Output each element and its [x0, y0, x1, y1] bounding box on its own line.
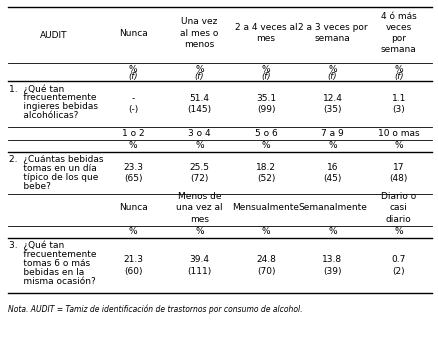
Text: 39.4
(111): 39.4 (111)	[187, 256, 212, 275]
Text: %: %	[328, 65, 337, 74]
Text: frecuentemente: frecuentemente	[9, 250, 96, 259]
Text: 13.8
(39): 13.8 (39)	[322, 256, 343, 275]
Text: 0.7
(2): 0.7 (2)	[392, 256, 406, 275]
Text: %: %	[195, 227, 204, 236]
Text: 7 a 9: 7 a 9	[321, 129, 344, 138]
Text: Diario o
casi
diario: Diario o casi diario	[381, 192, 417, 223]
Text: AUDIT: AUDIT	[40, 30, 68, 39]
Text: (f): (f)	[328, 71, 337, 81]
Text: 4 ó más
veces
por
semana: 4 ó más veces por semana	[381, 12, 417, 54]
Text: (f): (f)	[261, 71, 271, 81]
Text: 35.1
(99): 35.1 (99)	[256, 94, 276, 114]
Text: 1.  ¿Qué tan: 1. ¿Qué tan	[9, 84, 64, 93]
Text: %: %	[395, 227, 403, 236]
Text: ingieres bebidas: ingieres bebidas	[9, 102, 98, 111]
Text: %: %	[261, 142, 270, 151]
Text: 1 o 2: 1 o 2	[122, 129, 145, 138]
Text: (f): (f)	[128, 71, 138, 81]
Text: %: %	[195, 65, 204, 74]
Text: Una vez
al mes o
menos: Una vez al mes o menos	[180, 17, 219, 49]
Text: 16
(45): 16 (45)	[323, 163, 342, 183]
Text: misma ocasión?: misma ocasión?	[9, 277, 96, 286]
Text: 2 a 4 veces al
mes: 2 a 4 veces al mes	[235, 23, 297, 43]
Text: 25.5
(72): 25.5 (72)	[190, 163, 210, 183]
Text: %: %	[129, 142, 138, 151]
Text: 5 o 6: 5 o 6	[254, 129, 277, 138]
Text: %: %	[129, 65, 138, 74]
Text: %: %	[395, 65, 403, 74]
Text: %: %	[261, 227, 270, 236]
Text: bebe?: bebe?	[9, 182, 51, 191]
Text: %: %	[195, 142, 204, 151]
Text: (f): (f)	[394, 71, 403, 81]
Text: 1.1
(3): 1.1 (3)	[392, 94, 406, 114]
Text: %: %	[328, 142, 337, 151]
Text: bebidas en la: bebidas en la	[9, 268, 84, 277]
Text: 2.  ¿Cuántas bebidas: 2. ¿Cuántas bebidas	[9, 155, 103, 164]
Text: %: %	[395, 142, 403, 151]
Text: 23.3
(65): 23.3 (65)	[123, 163, 143, 183]
Text: Nunca: Nunca	[119, 29, 148, 38]
Text: Nunca: Nunca	[119, 204, 148, 213]
Text: Menos de
una vez al
mes: Menos de una vez al mes	[176, 192, 223, 223]
Text: 10 o mas: 10 o mas	[378, 129, 420, 138]
Text: %: %	[129, 227, 138, 236]
Text: 3 o 4: 3 o 4	[188, 129, 211, 138]
Text: frecuentemente: frecuentemente	[9, 93, 96, 102]
Text: 2 a 3 veces por
semana: 2 a 3 veces por semana	[297, 23, 367, 43]
Text: Mensualmente: Mensualmente	[233, 204, 300, 213]
Text: 24.8
(70): 24.8 (70)	[256, 256, 276, 275]
Text: %: %	[328, 227, 337, 236]
Text: tomas 6 o más: tomas 6 o más	[9, 259, 90, 268]
Text: 51.4
(145): 51.4 (145)	[187, 94, 212, 114]
Text: Semanalmente: Semanalmente	[298, 204, 367, 213]
Text: Nota. AUDIT = Tamiz de identificación de trastornos por consumo de alcohol.: Nota. AUDIT = Tamiz de identificación de…	[8, 305, 303, 314]
Text: (f): (f)	[195, 71, 205, 81]
Text: típico de los que: típico de los que	[9, 173, 99, 182]
Text: tomas en un día: tomas en un día	[9, 164, 97, 173]
Text: 21.3
(60): 21.3 (60)	[123, 256, 143, 275]
Text: -
(-): - (-)	[128, 94, 138, 114]
Text: alcohólicas?: alcohólicas?	[9, 111, 78, 120]
Text: %: %	[261, 65, 270, 74]
Text: 18.2
(52): 18.2 (52)	[256, 163, 276, 183]
Text: 12.4
(35): 12.4 (35)	[322, 94, 343, 114]
Text: 3.  ¿Qué tan: 3. ¿Qué tan	[9, 241, 64, 251]
Text: 17
(48): 17 (48)	[390, 163, 408, 183]
